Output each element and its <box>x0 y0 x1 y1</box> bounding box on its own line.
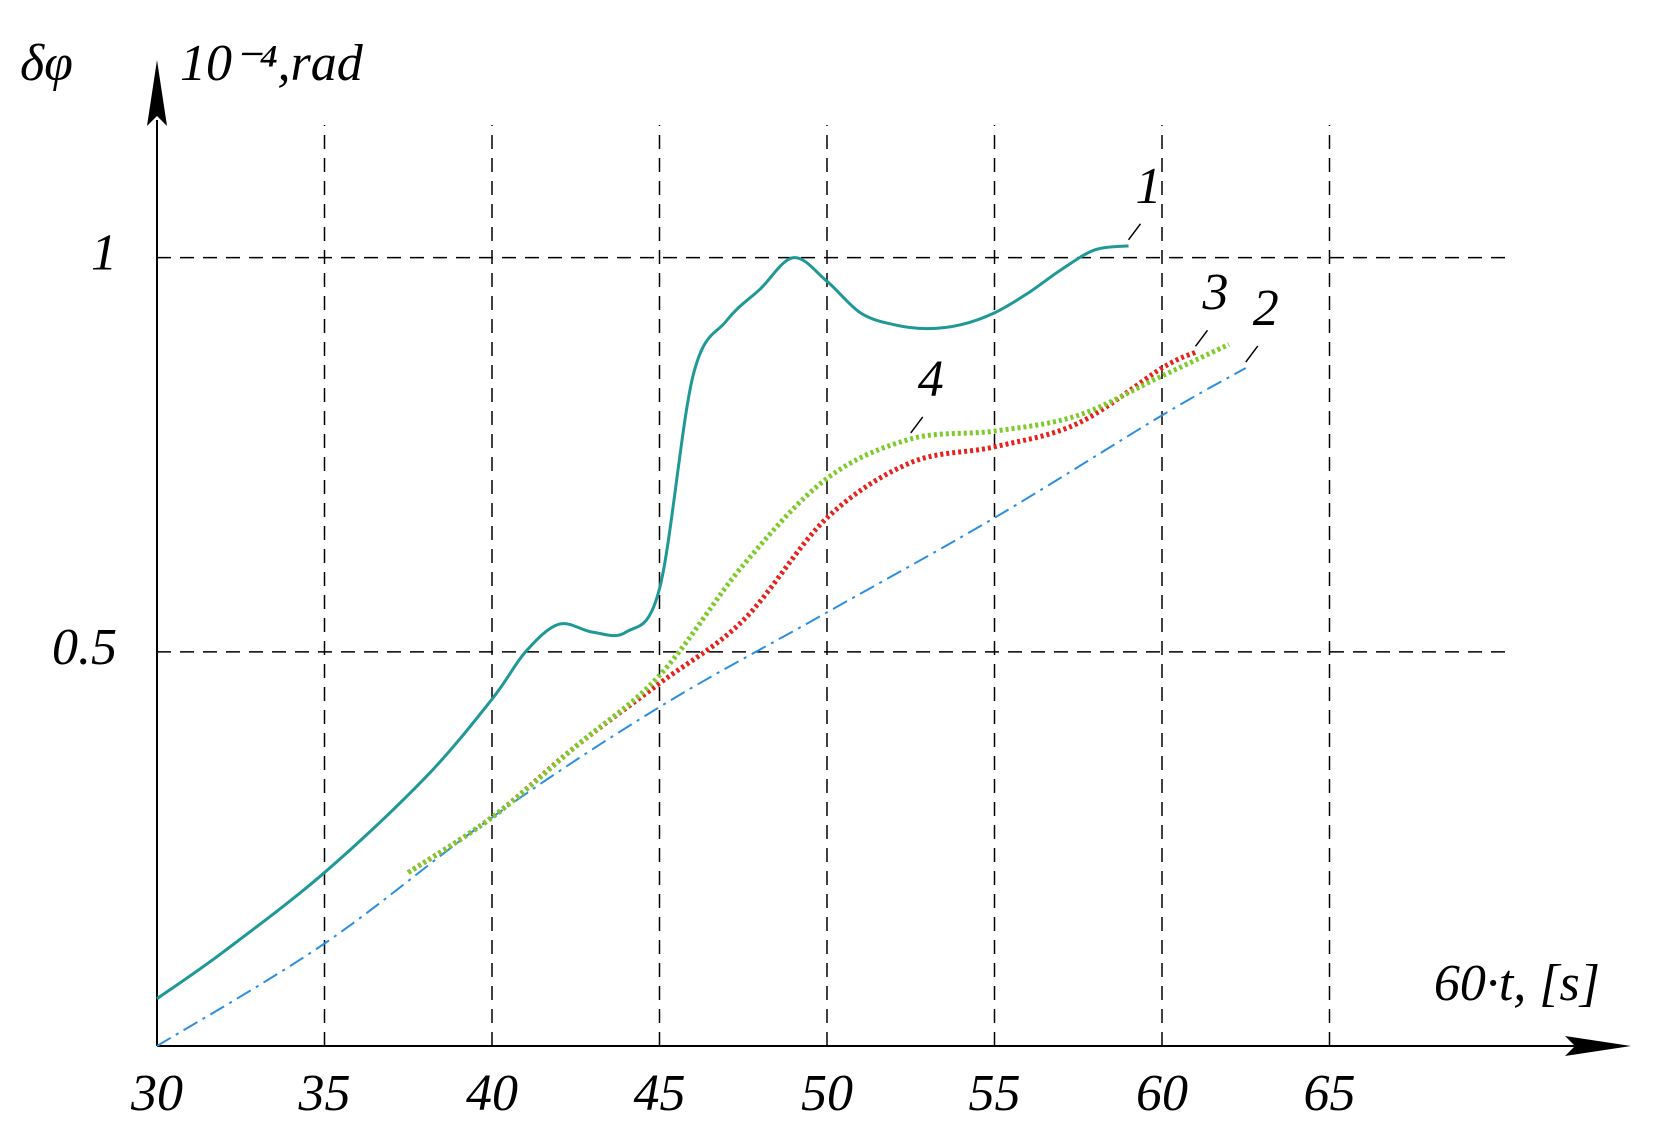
series-line <box>156 244 1129 1000</box>
x-tick-label: 55 <box>969 1065 1021 1122</box>
series-label: 3 <box>1202 264 1229 321</box>
series-label: 1 <box>1136 158 1162 215</box>
y-axis-label: δφ <box>20 35 73 92</box>
x-tick-label: 45 <box>634 1065 686 1122</box>
x-tick-label: 50 <box>801 1065 853 1122</box>
y-axis-arrow <box>147 60 167 126</box>
series-line <box>406 342 1231 875</box>
x-tick-label: 60 <box>1136 1065 1188 1122</box>
x-tick-label: 35 <box>298 1065 351 1122</box>
x-axis-label: 60·t, [s] <box>1434 955 1600 1012</box>
x-tick-label: 65 <box>1304 1065 1356 1122</box>
label-leader <box>1127 223 1142 241</box>
y-tick-label: 0.5 <box>52 619 117 676</box>
series-line <box>156 367 1247 1047</box>
x-tick-label: 40 <box>466 1065 518 1122</box>
y-axis-unit: 10⁻⁴,rad <box>180 35 364 92</box>
label-leader <box>910 416 924 434</box>
label-leader <box>1245 345 1259 363</box>
x-axis-arrow <box>1565 1036 1631 1056</box>
label-leader <box>1194 329 1209 347</box>
series-label: 2 <box>1253 280 1279 337</box>
x-tick-label: 30 <box>130 1065 183 1122</box>
series-label: 4 <box>918 351 944 408</box>
y-tick-label: 1 <box>91 225 117 282</box>
